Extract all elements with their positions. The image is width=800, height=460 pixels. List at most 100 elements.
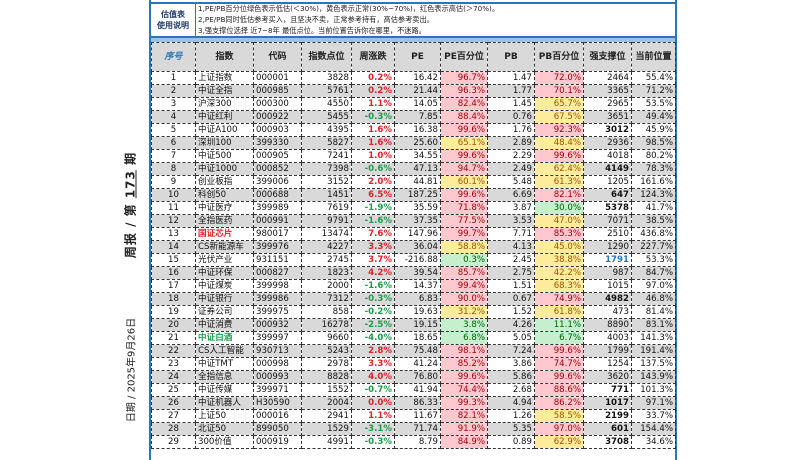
cell-code: 000993	[253, 370, 302, 384]
cell-pe-percentile: 84.9%	[440, 435, 488, 449]
cell-code: 000016	[253, 409, 302, 423]
cell-current-position: 98.5%	[631, 136, 676, 150]
cell-current-position: 38.5%	[631, 214, 676, 228]
cell-code: 000922	[253, 110, 302, 124]
cell-pe-percentile: 77.5%	[440, 214, 488, 228]
cell-current-position: 191.4%	[631, 344, 676, 358]
cell-index-name: 证券公司	[195, 305, 254, 319]
cell-index-level: 3152	[301, 175, 352, 189]
cell-weekly-change: 7.6%	[351, 227, 395, 241]
cell-pb-percentile: 65.7%	[534, 97, 584, 111]
cell-pb: 1.47	[487, 71, 535, 85]
cell-weekly-change: -0.3%	[351, 435, 395, 449]
cell-code: 000991	[253, 214, 302, 228]
column-header-index-name: 指数	[195, 42, 254, 72]
cell-index-no: 6	[151, 136, 196, 150]
cell-pe: 35.59	[394, 201, 441, 215]
cell-current-position: 101.3%	[631, 383, 676, 397]
cell-pe: 8.79	[394, 435, 441, 449]
cell-index-no: 1	[151, 71, 196, 85]
cell-index-level: 8828	[301, 370, 352, 384]
cell-pe-percentile: 58.8%	[440, 240, 488, 254]
cell-index-level: 7312	[301, 292, 352, 306]
cell-weekly-change: -2.5%	[351, 318, 395, 332]
cell-pb: 3.87	[487, 201, 535, 215]
cell-strong-support: 5378	[583, 201, 632, 215]
cell-pe-percentile: 82.4%	[440, 97, 488, 111]
cell-pb: 1.26	[487, 409, 535, 423]
cell-index-level: 5761	[301, 84, 352, 98]
cell-pe-percentile: 96.3%	[440, 84, 488, 98]
cell-pe: 147.96	[394, 227, 441, 241]
cell-weekly-change: -0.3%	[351, 292, 395, 306]
cell-pe-percentile: 99.3%	[440, 396, 488, 410]
cell-weekly-change: -1.9%	[351, 201, 395, 215]
cell-code: 399989	[253, 201, 302, 215]
cell-pb: 4.13	[487, 240, 535, 254]
cell-code: 000300	[253, 97, 302, 111]
table-row: 24 全指信息 000993 8828 4.0% 76.80 99.6% 5.86 99.6% 3…	[151, 370, 676, 384]
cell-current-position: 55.4%	[631, 71, 676, 85]
cell-strong-support: 647	[583, 188, 632, 202]
valuation-table: 序号 指数 代码 指数点位 周涨跌 PE PE百分位 PB PB百分位 强支撑位 当前位置 1 上证指…	[151, 42, 676, 449]
cell-pb: 7.71	[487, 227, 535, 241]
cell-pe: 11.67	[394, 409, 441, 423]
cell-pe-percentile: 71.8%	[440, 201, 488, 215]
cell-code: 399997	[253, 331, 302, 345]
cell-index-no: 16	[151, 266, 196, 280]
usage-notes: 估值表 使用说明 1,PE/PB百分位绿色表示低估(＜30%)，黄色表示正常(3…	[151, 2, 675, 38]
cell-pb: 0.67	[487, 292, 535, 306]
cell-pb-percentile: 99.6%	[534, 370, 584, 384]
cell-strong-support: 8890	[583, 318, 632, 332]
cell-code: 000903	[253, 123, 302, 137]
table-row: 28 北证50 899050 1529 -3.1% 71.74 91.9% 5.35 97.0%…	[151, 422, 676, 436]
cell-current-position: 78.3%	[631, 162, 676, 176]
cell-pb: 1.45	[487, 97, 535, 111]
cell-weekly-change: -0.2%	[351, 305, 395, 319]
cell-index-name: 300价值	[195, 435, 254, 449]
cell-pb: 1.77	[487, 84, 535, 98]
divider-band	[151, 38, 675, 42]
cell-index-name: 中证1000	[195, 162, 254, 176]
cell-index-name: 国证芯片	[195, 227, 254, 241]
cell-pb: 3.86	[487, 357, 535, 371]
cell-weekly-change: 1.6%	[351, 123, 395, 137]
cell-pe-percentile: 96.7%	[440, 71, 488, 85]
cell-code: 399986	[253, 292, 302, 306]
note-1: 1,PE/PB百分位绿色表示低估(＜30%)，黄色表示正常(30%~70%)，红…	[198, 4, 500, 14]
cell-strong-support: 987	[583, 266, 632, 280]
cell-pb-percentile: 99.6%	[534, 149, 584, 163]
cell-index-level: 5455	[301, 110, 352, 124]
cell-weekly-change: 4.2%	[351, 266, 395, 280]
cell-current-position: 33.7%	[631, 409, 676, 423]
cell-code: 000688	[253, 188, 302, 202]
cell-current-position: 141.3%	[631, 331, 676, 345]
week-number: 173	[123, 170, 138, 199]
cell-strong-support: 3365	[583, 84, 632, 98]
cell-pb: 1.52	[487, 305, 535, 319]
cell-pe: 44.81	[394, 175, 441, 189]
cell-weekly-change: -3.1%	[351, 422, 395, 436]
cell-strong-support: 2464	[583, 71, 632, 85]
cell-pb-percentile: 68.3%	[534, 279, 584, 293]
usage-notes-text: 1,PE/PB百分位绿色表示低估(＜30%)，黄色表示正常(30%~70%)，红…	[196, 4, 675, 36]
cell-index-no: 17	[151, 279, 196, 293]
cell-pe-percentile: 31.2%	[440, 305, 488, 319]
cell-current-position: 227.7%	[631, 240, 676, 254]
cell-pb: 2.89	[487, 136, 535, 150]
table-row: 11 中证医疗 399989 7619 -1.9% 35.59 71.8% 3.87 30.0%…	[151, 201, 676, 215]
cell-pb: 5.05	[487, 331, 535, 345]
cell-index-level: 2978	[301, 357, 352, 371]
cell-pe: 18.65	[394, 331, 441, 345]
cell-weekly-change: 0.2%	[351, 71, 395, 85]
cell-pb-percentile: 70.1%	[534, 84, 584, 98]
cell-pb-percentile: 86.2%	[534, 396, 584, 410]
cell-pe-percentile: 65.1%	[440, 136, 488, 150]
cell-weekly-change: 4.0%	[351, 370, 395, 384]
cell-code: 000852	[253, 162, 302, 176]
cell-strong-support: 3708	[583, 435, 632, 449]
cell-strong-support: 4982	[583, 292, 632, 306]
cell-pe-percentile: 91.9%	[440, 422, 488, 436]
cell-index-no: 21	[151, 331, 196, 345]
cell-weekly-change: 3.7%	[351, 253, 395, 267]
